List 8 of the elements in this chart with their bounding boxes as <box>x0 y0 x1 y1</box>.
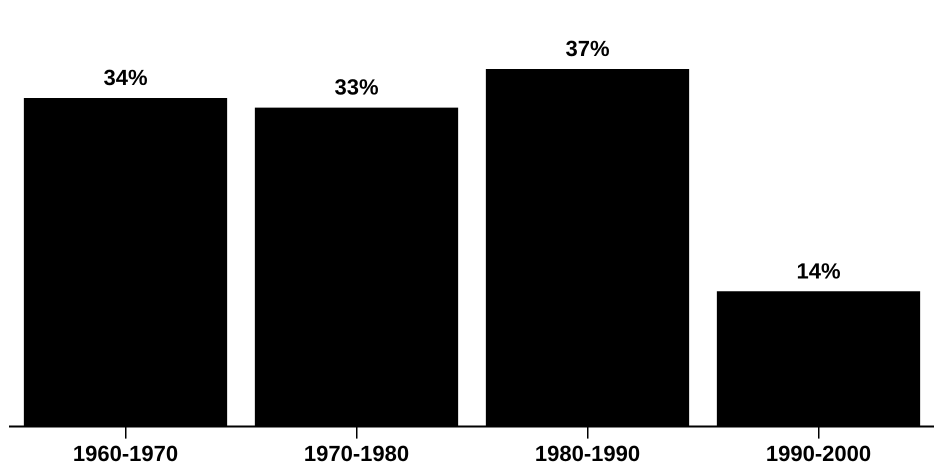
data-label: 14% <box>796 258 841 284</box>
x-tick-label: 1970-1980 <box>304 440 410 466</box>
data-label: 33% <box>334 74 379 100</box>
x-tick-label: 1960-1970 <box>72 440 178 466</box>
data-label: 37% <box>565 36 610 62</box>
x-tick-label: 1990-2000 <box>766 440 872 466</box>
data-label: 34% <box>103 65 148 90</box>
x-tick-label: 1980-1990 <box>534 440 640 466</box>
